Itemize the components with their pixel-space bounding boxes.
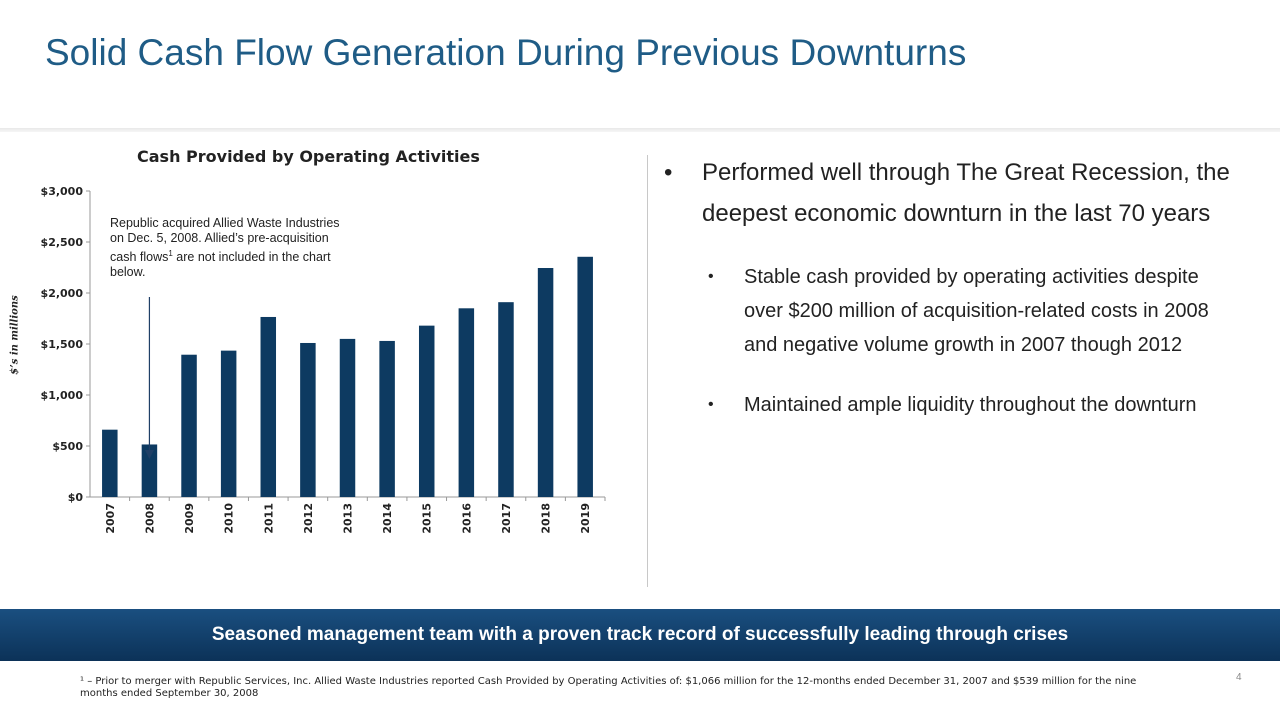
x-tick-label: 2009 — [183, 503, 196, 534]
bar — [102, 429, 118, 497]
x-tick-label: 2014 — [381, 503, 394, 534]
x-tick-label: 2007 — [104, 503, 117, 534]
bar — [141, 444, 158, 497]
bar — [220, 350, 237, 497]
x-tick-label: 2012 — [302, 503, 315, 534]
title-divider — [0, 128, 1280, 132]
bar — [577, 256, 593, 497]
x-tick-label: 2013 — [342, 503, 355, 534]
banner-text: Seasoned management team with a proven t… — [211, 624, 1069, 645]
x-tick-label: 2019 — [579, 503, 592, 534]
y-tick-label: $500 — [52, 440, 83, 453]
y-tick-label: $3,000 — [41, 185, 84, 198]
sub-bullet: • Maintained ample liquidity throughout … — [708, 388, 1244, 422]
annotation-text-end: are not included in the chart below. — [110, 250, 331, 280]
sub-bullet: • Stable cash provided by operating acti… — [708, 260, 1244, 362]
sub-bullet-text: Maintained ample liquidity throughout th… — [744, 394, 1197, 416]
x-tick-label: 2011 — [262, 503, 275, 534]
bar — [339, 338, 356, 497]
bar — [379, 340, 395, 497]
y-tick-label: $0 — [68, 491, 84, 504]
bullet-marker: • — [708, 268, 714, 285]
bullet-list: • Performed well through The Great Reces… — [664, 152, 1244, 422]
slide-title: Solid Cash Flow Generation During Previo… — [45, 32, 967, 73]
y-tick-label: $2,000 — [41, 287, 84, 300]
x-tick-label: 2008 — [143, 503, 156, 534]
footnote: ¹ – Prior to merger with Republic Servic… — [80, 676, 1137, 699]
y-tick-label: $1,500 — [41, 338, 84, 351]
page-number: 4 — [1236, 672, 1242, 683]
x-tick-label: 2015 — [421, 503, 434, 534]
sub-bullet-text: Stable cash provided by operating activi… — [744, 266, 1209, 356]
y-tick-label: $2,500 — [41, 236, 84, 249]
chart-title: Cash Provided by Operating Activities — [137, 147, 480, 166]
x-tick-label: 2016 — [460, 503, 473, 534]
bar — [260, 316, 277, 497]
bullet-marker: • — [708, 396, 714, 413]
annotation-arrow-head — [144, 450, 154, 459]
x-tick-label: 2017 — [500, 503, 513, 534]
bullet-marker: • — [664, 159, 673, 186]
annotation-footnote-marker: 1 — [168, 249, 173, 258]
key-message-banner: Seasoned management team with a proven t… — [0, 609, 1280, 661]
bar — [181, 354, 197, 497]
annotation-text: Republic acquired Allied Waste Industrie… — [110, 216, 340, 265]
bar — [537, 268, 554, 497]
vertical-divider — [647, 155, 648, 587]
y-tick-label: $1,000 — [41, 389, 84, 402]
x-tick-label: 2010 — [223, 503, 236, 534]
bar — [418, 325, 435, 497]
bar — [300, 342, 316, 497]
chart-annotation: Republic acquired Allied Waste Industrie… — [110, 216, 355, 280]
main-bullet: • Performed well through The Great Reces… — [664, 152, 1244, 234]
bar-chart: $0 $500 $1,000 $1,500 $2,000 $2,500 $3,000 2007… — [41, 185, 606, 534]
x-tick-label: 2018 — [540, 503, 553, 534]
bar — [458, 308, 475, 497]
main-bullet-text: Performed well through The Great Recessi… — [702, 159, 1230, 227]
bar — [498, 302, 514, 497]
